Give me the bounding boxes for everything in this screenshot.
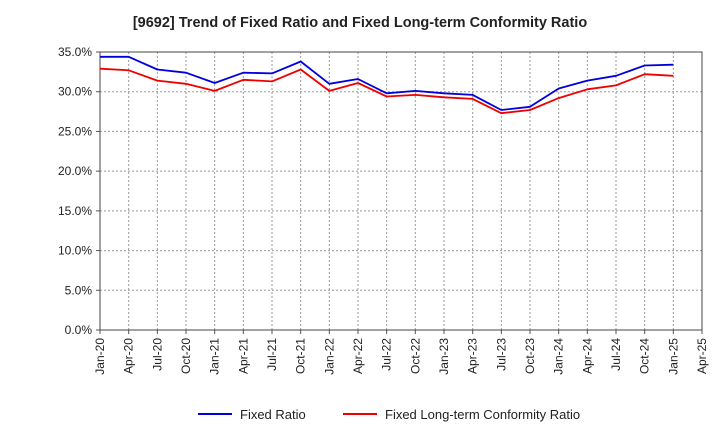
- y-tick-label: 10.0%: [58, 244, 92, 258]
- plot-frame: [99, 51, 703, 331]
- x-tick-label: Apr-21: [236, 338, 250, 374]
- x-tick-label: Jan-23: [437, 338, 451, 375]
- x-tick-label: Apr-20: [122, 338, 136, 374]
- y-tick-label: 25.0%: [58, 124, 92, 138]
- x-tick-label: Oct-22: [408, 338, 422, 374]
- x-tick-label: Jul-22: [380, 338, 394, 371]
- x-tick-label: Jan-20: [93, 338, 107, 375]
- x-tick-label: Jul-23: [494, 338, 508, 371]
- x-tick-label: Jan-25: [666, 338, 680, 375]
- x-tick-label: Apr-25: [695, 338, 709, 374]
- series-line-1: [100, 55, 674, 111]
- axis-layer: 0.0% 5.0% 10.0% 15.0% 20.0% 25.0% 30.0% 35.0% Ja…: [58, 45, 709, 375]
- x-tick-label: Apr-24: [580, 338, 594, 374]
- x-tick-label: Apr-23: [466, 338, 480, 374]
- x-tick-label: Oct-24: [638, 338, 652, 374]
- x-tick-label: Jan-22: [322, 338, 336, 375]
- x-tick-label: Jul-24: [609, 338, 623, 371]
- grid-layer: [100, 51, 702, 330]
- x-tick-label: Oct-20: [179, 338, 193, 374]
- chart-title: [9692] Trend of Fixed Ratio and Fixed Lo…: [132, 15, 588, 31]
- y-tick-label: 20.0%: [58, 164, 92, 178]
- x-tick-label: Jan-24: [552, 338, 566, 375]
- y-tick-label: 30.0%: [58, 85, 92, 99]
- series-line-2: [99, 67, 674, 115]
- legend: Fixed Ratio Fixed Long-term Conformity Ra…: [198, 407, 580, 422]
- x-tick-label: Jul-21: [265, 338, 279, 371]
- y-tick-label: 0.0%: [65, 323, 93, 337]
- x-tick-label: Oct-23: [523, 338, 537, 374]
- x-tick-label: Oct-21: [294, 338, 308, 374]
- y-tick-label: 35.0%: [58, 45, 92, 59]
- legend-label-2: Fixed Long-term Conformity Ratio: [385, 407, 580, 422]
- x-tick-label: Jul-20: [150, 338, 164, 371]
- x-tick-label: Jan-21: [208, 338, 222, 375]
- legend-label-1: Fixed Ratio: [240, 407, 306, 422]
- y-tick-label: 5.0%: [65, 283, 93, 297]
- x-tick-label: Apr-22: [351, 338, 365, 374]
- series-layer: [99, 55, 674, 115]
- y-tick-label: 15.0%: [58, 204, 92, 218]
